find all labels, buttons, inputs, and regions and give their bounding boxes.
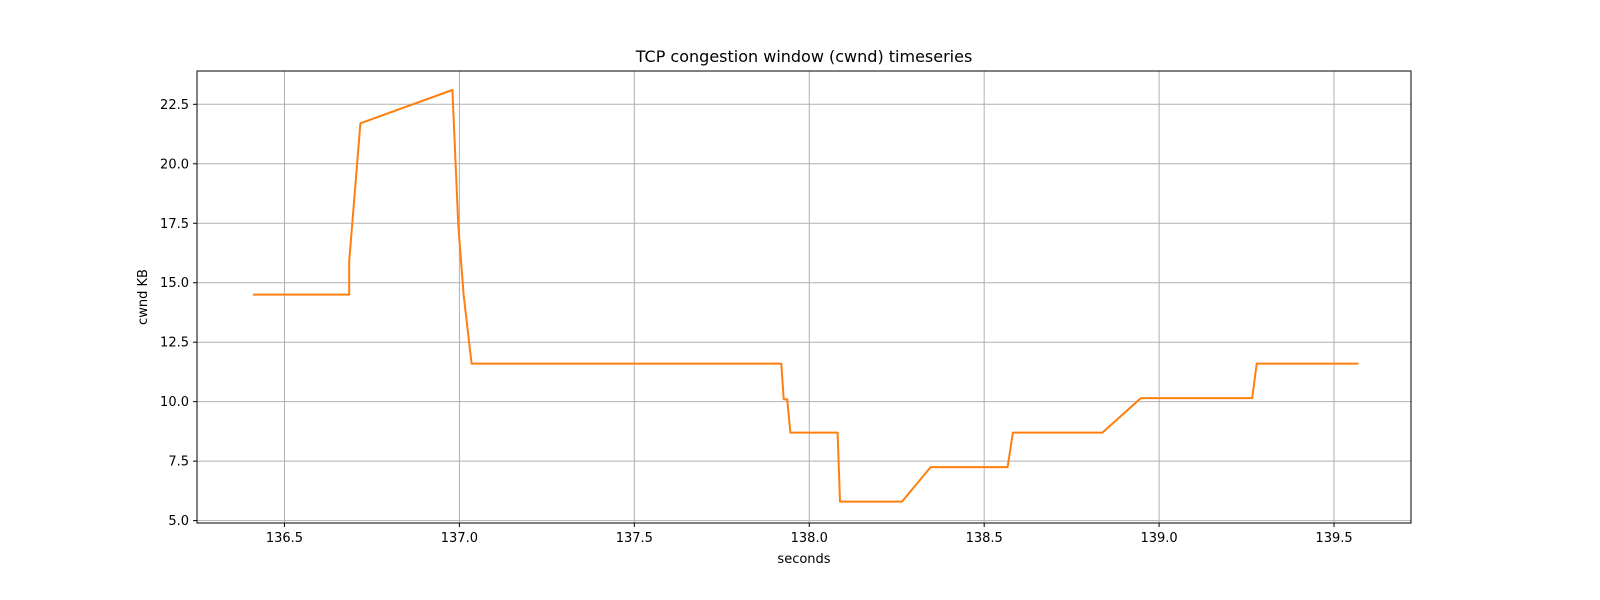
y-tick-label: 15.0 bbox=[160, 276, 189, 291]
x-tick-label: 138.5 bbox=[966, 531, 1003, 546]
x-axis-label: seconds bbox=[777, 552, 830, 567]
x-tick-label: 137.5 bbox=[616, 531, 653, 546]
x-tick-label: 136.5 bbox=[266, 531, 303, 546]
x-tick-label: 138.0 bbox=[791, 531, 828, 546]
y-tick-label: 17.5 bbox=[160, 217, 189, 232]
y-tick-label: 22.5 bbox=[160, 98, 189, 113]
plot-frame bbox=[196, 70, 1412, 524]
y-axis: 5.0 7.5 10.0 12.5 15.0 17.5 20.0 22.5 bbox=[160, 98, 197, 529]
x-tick-label: 137.0 bbox=[441, 531, 478, 546]
grid bbox=[197, 71, 1411, 523]
y-axis-label: cwnd KB bbox=[136, 269, 151, 325]
x-tick-label: 139.0 bbox=[1140, 531, 1177, 546]
y-tick-label: 20.0 bbox=[160, 157, 189, 172]
series-layer bbox=[253, 89, 1359, 503]
y-tick-label: 10.0 bbox=[160, 395, 189, 410]
chart-title: TCP congestion window (cwnd) timeseries bbox=[635, 47, 973, 66]
x-tick-label: 139.5 bbox=[1315, 531, 1352, 546]
y-tick-label: 12.5 bbox=[160, 336, 189, 351]
series-line-cwnd bbox=[253, 89, 1359, 503]
y-tick-label: 5.0 bbox=[168, 514, 189, 529]
y-tick-label: 7.5 bbox=[168, 455, 189, 470]
x-axis: 136.5 137.0 137.5 138.0 138.5 139.0 139.5 bbox=[266, 523, 1353, 546]
